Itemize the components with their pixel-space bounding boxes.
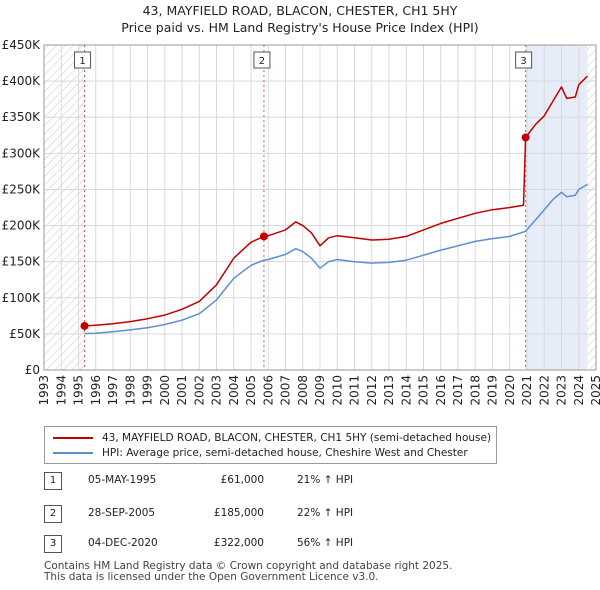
table-row: 3 04-DEC-2020 £322,000 56% ↑ HPI [44, 535, 404, 553]
series-line-property [84, 75, 588, 327]
y-tick-label: £300K [2, 146, 42, 160]
x-tick-label: 2020 [503, 375, 517, 406]
x-tick-label: 2001 [175, 375, 189, 406]
y-tick-label: £450K [2, 38, 42, 52]
x-tick-label: 2025 [589, 375, 600, 406]
y-tick-label: £350K [2, 110, 42, 124]
x-tick-label: 2007 [279, 375, 293, 406]
x-tick-label: 1999 [141, 375, 155, 406]
x-tick-label: 1996 [89, 375, 103, 406]
x-tick-label: 2012 [365, 375, 379, 406]
legend: 43, MAYFIELD ROAD, BLACON, CHESTER, CH1 … [44, 426, 497, 464]
y-tick-label: £250K [2, 182, 42, 196]
table-row: 2 28-SEP-2005 £185,000 22% ↑ HPI [44, 505, 404, 523]
chart-subtitle: Price paid vs. HM Land Registry's House … [121, 20, 478, 35]
y-tick-label: £400K [2, 74, 42, 88]
x-tick-label: 1998 [123, 375, 137, 406]
row-number-badge: 1 [44, 472, 62, 490]
x-tick-label: 2011 [348, 375, 362, 406]
row-number-badge: 2 [44, 505, 62, 523]
sale-badge-label-3: 3 [520, 56, 526, 67]
row-hpi: 56% ↑ HPI [297, 537, 354, 549]
row-hpi: 22% ↑ HPI [297, 507, 354, 519]
series-line-hpi [84, 183, 588, 335]
y-tick-label: £150K [2, 255, 42, 269]
sale-badge-3 [515, 51, 533, 69]
sale-badge-2 [253, 51, 271, 69]
sale-point-1 [80, 321, 89, 330]
shaded-period [525, 45, 588, 370]
row-hpi: 21% ↑ HPI [297, 474, 354, 486]
row-price: £322,000 [213, 537, 264, 549]
chart-title: 43, MAYFIELD ROAD, BLACON, CHESTER, CH1 … [143, 3, 458, 18]
x-tick-label: 2015 [417, 375, 431, 406]
footer-licence: This data is licensed under the Open Gov… [44, 571, 379, 583]
x-tick-label: 2017 [451, 375, 465, 406]
row-price: £61,000 [220, 474, 264, 486]
x-tick-label: 1995 [72, 375, 86, 406]
x-tick-label: 2000 [158, 375, 172, 406]
row-date: 04-DEC-2020 [88, 537, 158, 549]
x-tick-label: 2021 [520, 375, 534, 406]
legend-label-hpi: HPI: Average price, semi-detached house,… [102, 447, 468, 459]
x-tick-label: 2010 [330, 375, 344, 406]
sale-point-3 [521, 133, 530, 142]
footer: Contains HM Land Registry data © Crown c… [44, 561, 452, 583]
legend-label-property: 43, MAYFIELD ROAD, BLACON, CHESTER, CH1 … [102, 432, 492, 444]
x-tick-label: 2016 [434, 375, 448, 406]
y-tick-label: £0 [25, 363, 40, 377]
sale-point-2 [259, 232, 268, 241]
legend-item-hpi: HPI: Average price, semi-detached house,… [53, 447, 468, 459]
x-tick-label: 2022 [537, 375, 551, 406]
x-tick-label: 2018 [468, 375, 482, 406]
row-price: £185,000 [213, 507, 264, 519]
row-date: 28-SEP-2005 [88, 507, 156, 519]
legend-swatch-property [53, 437, 93, 439]
x-tick-label: 1997 [106, 375, 120, 406]
row-number-badge: 3 [44, 535, 62, 553]
sale-badge-label-2: 2 [259, 56, 265, 67]
x-tick-label: 2024 [572, 375, 586, 406]
hatched-region-1 [44, 45, 85, 370]
x-tick-label: 2019 [486, 375, 500, 406]
row-date: 05-MAY-1995 [88, 474, 157, 486]
x-tick-label: 2014 [399, 375, 413, 406]
table-row: 1 05-MAY-1995 £61,000 21% ↑ HPI [44, 472, 404, 490]
price-chart: 43, MAYFIELD ROAD, BLACON, CHESTER, CH1 … [2, 3, 600, 406]
sale-badge-1 [74, 51, 92, 69]
x-tick-label: 2023 [555, 375, 569, 406]
hatched-region-2 [587, 45, 596, 370]
x-tick-label: 2004 [227, 375, 241, 406]
x-tick-label: 2008 [296, 375, 310, 406]
x-tick-label: 2005 [244, 375, 258, 406]
x-tick-label: 2003 [210, 375, 224, 406]
x-tick-label: 1994 [54, 375, 68, 406]
plot-frame [43, 44, 597, 371]
footer-copyright: Contains HM Land Registry data © Crown c… [44, 560, 453, 572]
sale-badge-label-1: 1 [79, 56, 85, 67]
y-tick-label: £200K [2, 219, 42, 233]
y-tick-label: £100K [2, 291, 42, 305]
x-tick-label: 2009 [313, 375, 327, 406]
y-tick-label: £50K [9, 327, 41, 341]
x-tick-label: 2002 [192, 375, 206, 406]
legend-swatch-hpi [53, 452, 93, 454]
legend-item-property: 43, MAYFIELD ROAD, BLACON, CHESTER, CH1 … [53, 432, 491, 444]
x-tick-label: 2013 [382, 375, 396, 406]
x-tick-label: 2006 [261, 375, 275, 406]
x-tick-label: 1993 [37, 375, 51, 406]
